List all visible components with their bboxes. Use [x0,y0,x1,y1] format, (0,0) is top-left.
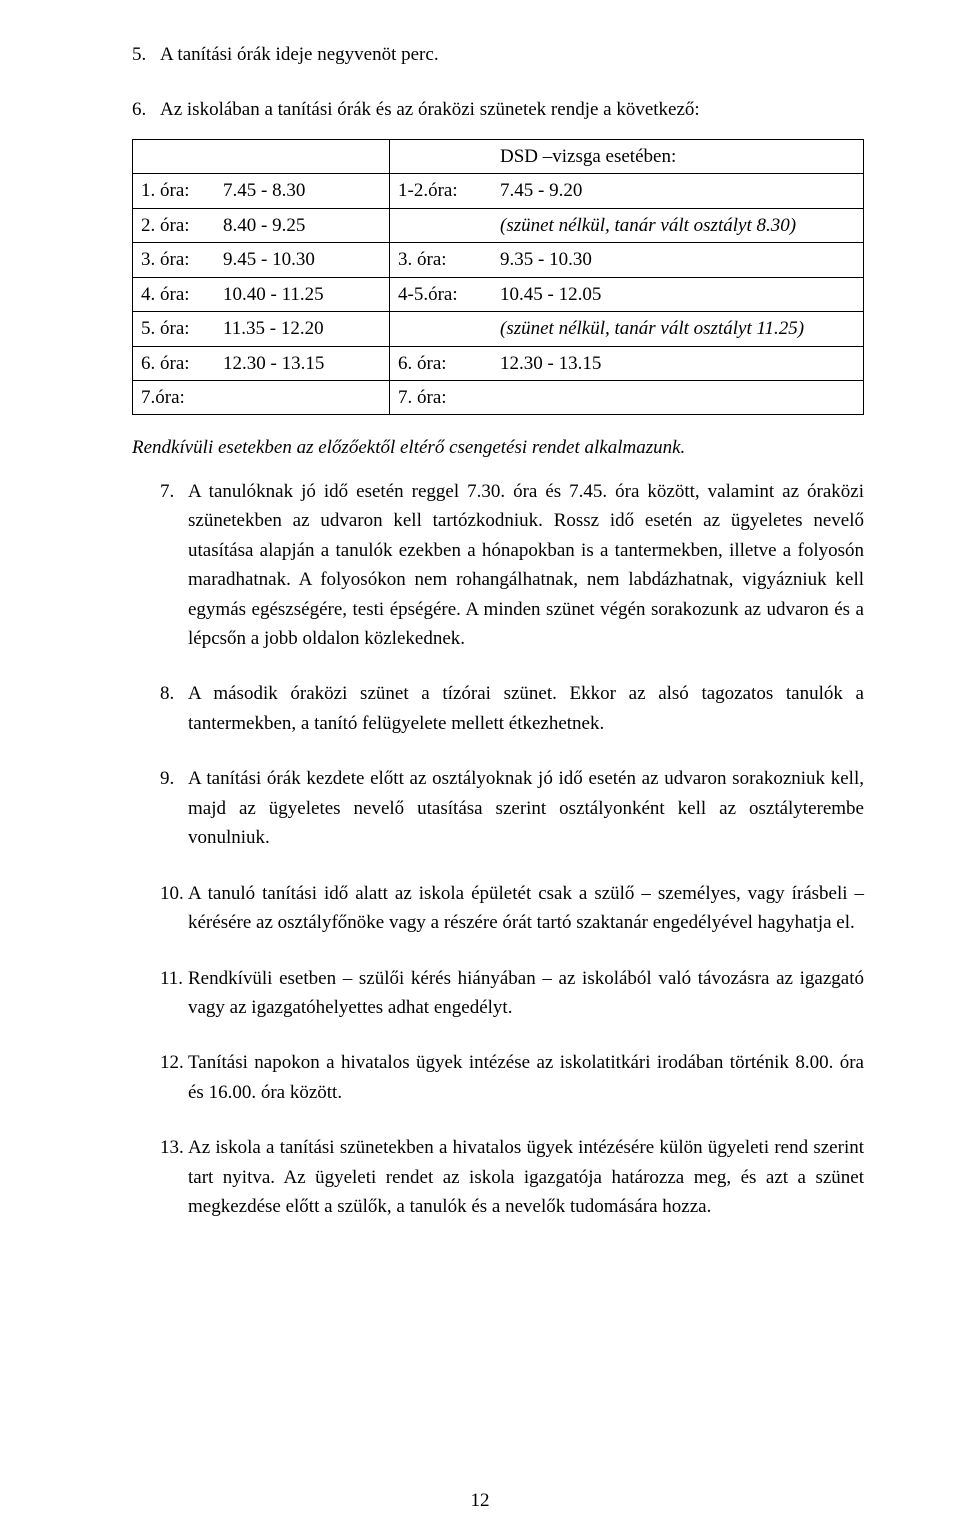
table-row: 1. óra: 7.45 - 8.30 1-2.óra: 7.45 - 9.20 [133,174,864,208]
item-number: 7. [160,477,188,654]
cell: 2. óra: [133,208,216,242]
cell [390,208,493,242]
table-row: 2. óra: 8.40 - 9.25 (szünet nélkül, taná… [133,208,864,242]
table-row: 4. óra: 10.40 - 11.25 4-5.óra: 10.45 - 1… [133,277,864,311]
cell: 1-2.óra: [390,174,493,208]
item-text: A tanítási órák kezdete előtt az osztály… [188,764,864,852]
list-item-10: 10. A tanuló tanítási idő alatt az iskol… [132,879,864,938]
page-number: 12 [0,1486,960,1515]
list-item-9: 9. A tanítási órák kezdete előtt az oszt… [132,764,864,852]
cell: 8.40 - 9.25 [215,208,390,242]
item-number: 6. [132,95,160,124]
list-item-8: 8. A második óraközi szünet a tízórai sz… [132,679,864,738]
item-text: Az iskola a tanítási szünetekben a hivat… [188,1133,864,1221]
list-item-12: 12. Tanítási napokon a hivatalos ügyek i… [132,1048,864,1107]
item-number: 8. [160,679,188,738]
item-number: 9. [160,764,188,852]
cell: 7.45 - 9.20 [492,174,864,208]
cell: (szünet nélkül, tanár vált osztályt 11.2… [492,312,864,346]
cell: 11.35 - 12.20 [215,312,390,346]
item-number: 10. [160,879,188,938]
list-item-7: 7. A tanulóknak jó idő esetén reggel 7.3… [132,477,864,654]
item-number: 5. [132,40,160,69]
cell: 4-5.óra: [390,277,493,311]
cell: 5. óra: [133,312,216,346]
cell: 12.30 - 13.15 [492,346,864,380]
list-item-6: 6. Az iskolában a tanítási órák és az ór… [132,95,864,124]
table-row: DSD –vizsga esetében: [133,139,864,173]
item-number: 13. [160,1133,188,1221]
cell: 3. óra: [133,243,216,277]
schedule-table: DSD –vizsga esetében: 1. óra: 7.45 - 8.3… [132,139,864,416]
item-number: 11. [160,964,188,1023]
table-row: 7.óra: 7. óra: [133,380,864,414]
cell: 1. óra: [133,174,216,208]
cell: (szünet nélkül, tanár vált osztályt 8.30… [492,208,864,242]
cell: 10.40 - 11.25 [215,277,390,311]
cell [133,139,216,173]
item-text: A tanulóknak jó idő esetén reggel 7.30. … [188,477,864,654]
cell: 6. óra: [390,346,493,380]
list-item-5: 5. A tanítási órák ideje negyvenöt perc. [132,40,864,69]
table-row: 6. óra: 12.30 - 13.15 6. óra: 12.30 - 13… [133,346,864,380]
dsd-header-cell: DSD –vizsga esetében: [492,139,864,173]
cell [215,380,390,414]
list-item-13: 13. Az iskola a tanítási szünetekben a h… [132,1133,864,1221]
cell: 7. óra: [390,380,493,414]
item-text: A második óraközi szünet a tízórai szüne… [188,679,864,738]
cell [390,139,493,173]
cell: 4. óra: [133,277,216,311]
item-text: Rendkívüli esetben – szülői kérés hiányá… [188,964,864,1023]
list-item-11: 11. Rendkívüli esetben – szülői kérés hi… [132,964,864,1023]
item-text: Az iskolában a tanítási órák és az órakö… [160,95,864,124]
cell: 3. óra: [390,243,493,277]
cell: 10.45 - 12.05 [492,277,864,311]
cell [215,139,390,173]
cell: 6. óra: [133,346,216,380]
cell: 7.óra: [133,380,216,414]
item-text: Tanítási napokon a hivatalos ügyek intéz… [188,1048,864,1107]
cell: 12.30 - 13.15 [215,346,390,380]
cell [390,312,493,346]
table-row: 3. óra: 9.45 - 10.30 3. óra: 9.35 - 10.3… [133,243,864,277]
item-number: 12. [160,1048,188,1107]
item-text: A tanítási órák ideje negyvenöt perc. [160,40,864,69]
cell [492,380,864,414]
cell: 9.45 - 10.30 [215,243,390,277]
table-row: 5. óra: 11.35 - 12.20 (szünet nélkül, ta… [133,312,864,346]
cell: 7.45 - 8.30 [215,174,390,208]
table-footnote: Rendkívüli esetekben az előzőektől eltér… [132,433,864,462]
item-text: A tanuló tanítási idő alatt az iskola ép… [188,879,864,938]
cell: 9.35 - 10.30 [492,243,864,277]
